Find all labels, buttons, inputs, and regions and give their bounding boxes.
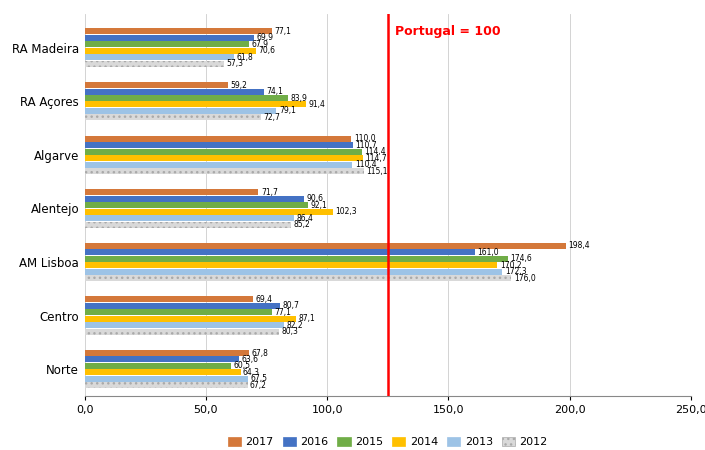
Text: 80,3: 80,3: [282, 327, 299, 336]
Text: 59,2: 59,2: [231, 81, 247, 90]
Bar: [85, 108, 276, 114]
Bar: [85, 215, 294, 221]
Bar: [85, 243, 565, 249]
Text: 174,6: 174,6: [510, 254, 532, 263]
Bar: [85, 48, 256, 54]
Bar: [85, 356, 239, 363]
Text: 102,3: 102,3: [335, 207, 357, 216]
Text: 90,6: 90,6: [307, 194, 324, 203]
Bar: [85, 135, 351, 142]
Text: 64,3: 64,3: [243, 368, 260, 377]
Text: 69,9: 69,9: [257, 33, 274, 42]
Bar: [85, 309, 271, 315]
Bar: [85, 95, 288, 101]
Text: 82,2: 82,2: [286, 321, 303, 330]
Bar: [85, 142, 353, 148]
Text: 63,6: 63,6: [241, 355, 258, 364]
Bar: [85, 54, 235, 60]
Text: 110,0: 110,0: [354, 134, 376, 143]
Bar: [85, 363, 231, 369]
Bar: [85, 350, 249, 356]
Bar: [85, 162, 352, 167]
Text: 72,7: 72,7: [264, 113, 280, 122]
Bar: [85, 196, 305, 202]
Bar: [85, 61, 223, 67]
Bar: [85, 101, 306, 108]
Bar: [85, 82, 228, 88]
Text: 80,7: 80,7: [283, 302, 300, 310]
Text: 85,2: 85,2: [294, 220, 310, 229]
Legend: 2017, 2016, 2015, 2014, 2013, 2012: 2017, 2016, 2015, 2014, 2013, 2012: [223, 432, 552, 450]
Bar: [85, 275, 511, 281]
Text: 114,7: 114,7: [365, 153, 387, 162]
Bar: [85, 148, 362, 155]
Text: 161,0: 161,0: [477, 248, 499, 257]
Bar: [85, 369, 240, 375]
Text: 69,4: 69,4: [255, 295, 272, 304]
Bar: [85, 249, 475, 255]
Bar: [85, 382, 247, 388]
Text: 110,7: 110,7: [355, 140, 377, 149]
Text: 198,4: 198,4: [568, 241, 590, 250]
Bar: [85, 221, 291, 228]
Bar: [85, 376, 248, 382]
Text: 172,3: 172,3: [505, 267, 527, 276]
Text: 70,6: 70,6: [258, 46, 275, 55]
Text: 87,1: 87,1: [298, 315, 315, 324]
Text: 114,4: 114,4: [364, 147, 386, 156]
Text: 92,1: 92,1: [310, 201, 327, 210]
Text: 77,1: 77,1: [274, 308, 291, 317]
Bar: [85, 209, 333, 215]
Bar: [85, 256, 508, 262]
Text: 67,2: 67,2: [250, 381, 267, 390]
Bar: [85, 168, 364, 174]
Bar: [85, 89, 264, 94]
Bar: [85, 155, 363, 161]
Bar: [85, 329, 279, 335]
Text: 74,1: 74,1: [266, 87, 283, 96]
Text: 86,4: 86,4: [297, 214, 314, 223]
Text: 77,1: 77,1: [274, 27, 291, 36]
Text: 57,3: 57,3: [226, 59, 243, 68]
Bar: [85, 189, 259, 195]
Bar: [85, 316, 296, 322]
Bar: [85, 41, 250, 47]
Text: Portugal = 100: Portugal = 100: [395, 25, 501, 38]
Text: 79,1: 79,1: [279, 107, 295, 116]
Bar: [85, 202, 308, 208]
Bar: [85, 28, 271, 35]
Text: 60,5: 60,5: [234, 361, 251, 370]
Text: 83,9: 83,9: [290, 94, 307, 103]
Text: 61,8: 61,8: [237, 53, 254, 62]
Bar: [85, 114, 261, 121]
Text: 110,4: 110,4: [355, 160, 376, 169]
Bar: [85, 303, 281, 309]
Bar: [85, 35, 254, 41]
Bar: [85, 297, 253, 302]
Bar: [85, 262, 497, 268]
Text: 71,7: 71,7: [261, 188, 278, 197]
Bar: [85, 269, 503, 275]
Text: 67,5: 67,5: [251, 374, 268, 383]
Text: 170,2: 170,2: [500, 261, 522, 270]
Text: 67,8: 67,8: [252, 348, 269, 357]
Text: 176,0: 176,0: [514, 274, 536, 283]
Text: 115,1: 115,1: [366, 166, 388, 176]
Bar: [85, 322, 284, 328]
Text: 91,4: 91,4: [309, 100, 326, 109]
Text: 67,9: 67,9: [252, 40, 269, 49]
